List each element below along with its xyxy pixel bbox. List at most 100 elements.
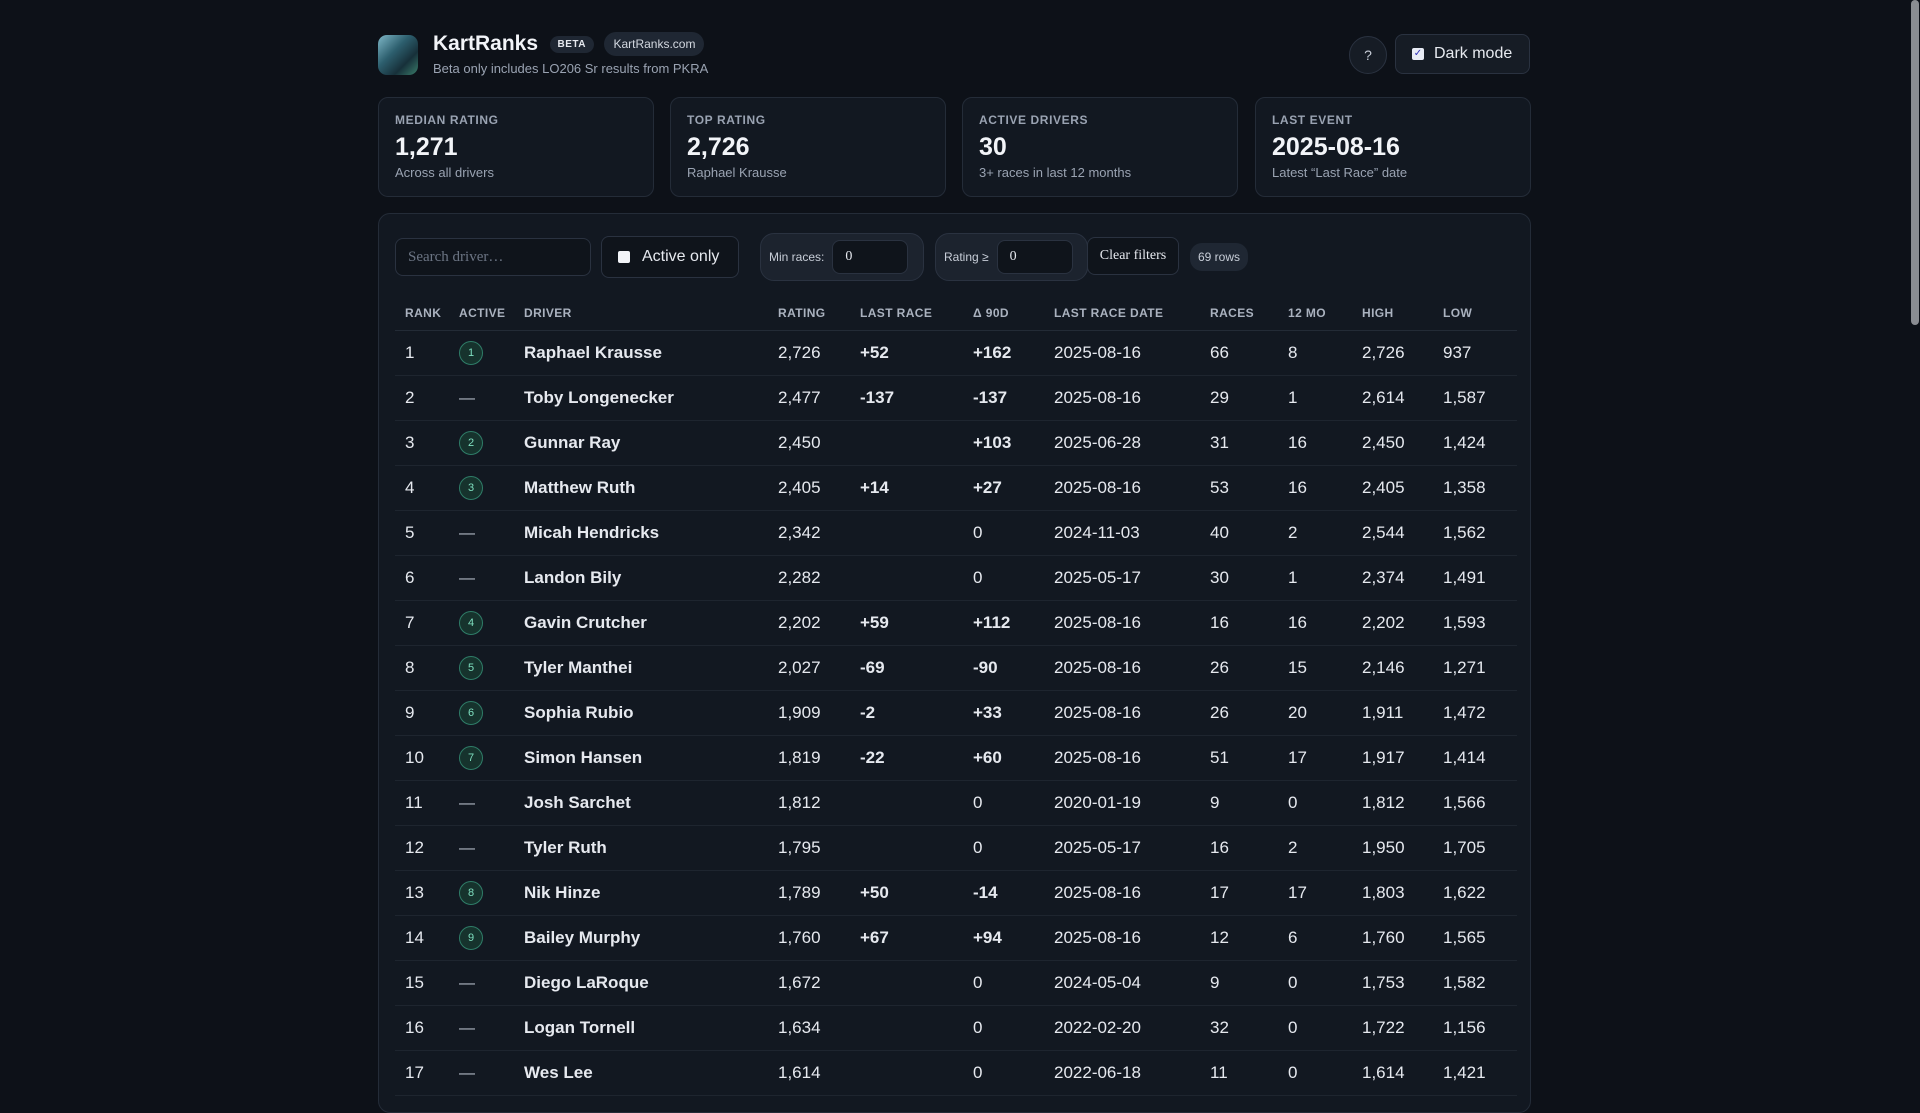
table-row[interactable]: 8 5 Tyler Manthei 2,027 -69 -90 2025-08-16 26 15…	[395, 645, 1517, 691]
cell-driver[interactable]: Diego LaRoque	[514, 960, 768, 1006]
cell-last-race: -137	[850, 375, 963, 421]
cell-last-race	[850, 555, 963, 601]
cell-races: 11	[1200, 1050, 1278, 1096]
cell-driver[interactable]: Toby Longenecker	[514, 375, 768, 421]
table-row[interactable]: 6 — Landon Bily 2,282 0 2025-05-17 30 1 2,374 1,4…	[395, 555, 1517, 601]
cell-rating: 2,027	[768, 645, 850, 691]
cell-delta-90d: +60	[963, 735, 1044, 781]
cell-driver[interactable]: Nik Hinze	[514, 870, 768, 916]
table-row[interactable]: 11— Josh Sarchet 1,812 0 2020-01-19 9 0 1,812 1,…	[395, 780, 1517, 826]
cell-driver[interactable]: Bailey Murphy	[514, 915, 768, 961]
cell-active: 2	[449, 420, 514, 466]
cell-driver[interactable]: Raphael Krausse	[514, 330, 768, 376]
cell-races: 16	[1200, 825, 1278, 871]
inactive-dash: —	[459, 795, 475, 812]
table-row[interactable]: 3 2 Gunnar Ray 2,450 +103 2025-06-28 31 16 2,450…	[395, 420, 1517, 466]
rankings-table: RANK ACTIVE DRIVER RATING LAST RACE Δ 90…	[395, 296, 1517, 1096]
cell-delta-90d: 0	[963, 780, 1044, 826]
cell-driver[interactable]: Tyler Manthei	[514, 645, 768, 691]
cell-driver[interactable]: Josh Sarchet	[514, 780, 768, 826]
active-rank-badge: 2	[459, 431, 483, 455]
table-row[interactable]: 14 9 Bailey Murphy 1,760 +67 +94 2025-08-16 12 6…	[395, 915, 1517, 961]
cell-rank: 6	[395, 555, 449, 601]
dark-mode-checkbox[interactable]: ✓	[1412, 48, 1424, 60]
dark-mode-toggle[interactable]: ✓ Dark mode	[1395, 34, 1530, 74]
active-only-toggle[interactable]: Active only	[601, 236, 739, 278]
col-header-delta-90d[interactable]: Δ 90D	[963, 296, 1044, 331]
cell-last-race: -69	[850, 645, 963, 691]
col-header-last-race[interactable]: LAST RACE	[850, 296, 963, 331]
cell-races: 66	[1200, 330, 1278, 376]
active-only-checkbox[interactable]	[618, 251, 630, 263]
cell-12mo: 8	[1278, 330, 1352, 376]
table-row[interactable]: 1 1 Raphael Krausse 2,726 +52 +162 2025-08-16 6…	[395, 330, 1517, 376]
min-races-input[interactable]: 0	[832, 240, 909, 274]
cell-active: —	[449, 1005, 514, 1051]
table-row[interactable]: 12 — Tyler Ruth 1,795 0 2025-05-17 16 2 1,950 1,7…	[395, 825, 1517, 871]
page-scrollbar[interactable]	[1909, 0, 1920, 1080]
cell-rating: 2,726	[768, 330, 850, 376]
cell-driver[interactable]: Sophia Rubio	[514, 690, 768, 736]
cell-rank: 1	[395, 330, 449, 376]
cell-driver[interactable]: Simon Hansen	[514, 735, 768, 781]
cell-driver[interactable]: Gavin Crutcher	[514, 600, 768, 646]
clear-filters-button[interactable]: Clear filters	[1087, 237, 1179, 275]
cell-12mo: 15	[1278, 645, 1352, 691]
cell-rating: 1,614	[768, 1050, 850, 1096]
table-row[interactable]: 16— Logan Tornell 1,634 0 2022-02-20 32 0 1,722…	[395, 1005, 1517, 1051]
col-header-races[interactable]: RACES	[1200, 296, 1278, 331]
cell-active: —	[449, 1050, 514, 1096]
col-header-high[interactable]: HIGH	[1352, 296, 1433, 331]
stat-value: 2,726	[687, 133, 750, 161]
table-row[interactable]: 5 — Micah Hendricks 2,342 0 2024-11-03 40 2 2,54…	[395, 510, 1517, 556]
col-header-12mo[interactable]: 12 MO	[1278, 296, 1352, 331]
site-link-badge[interactable]: KartRanks.com	[604, 32, 705, 56]
col-header-rating[interactable]: RATING	[768, 296, 850, 331]
table-row[interactable]: 2— Toby Longenecker 2,477 -137 -137 2025-08-1…	[395, 375, 1517, 421]
scrollbar-thumb[interactable]	[1911, 0, 1919, 325]
cell-rating: 2,405	[768, 465, 850, 511]
search-input[interactable]	[395, 238, 591, 276]
cell-last-race-date: 2025-08-16	[1044, 735, 1200, 781]
min-races-filter: Min races: 0	[760, 233, 924, 281]
help-button[interactable]: ?	[1349, 36, 1387, 74]
cell-driver[interactable]: Wes Lee	[514, 1050, 768, 1096]
col-header-rank[interactable]: RANK	[395, 296, 449, 331]
cell-high: 2,405	[1352, 465, 1433, 511]
cell-driver[interactable]: Micah Hendricks	[514, 510, 768, 556]
cell-active: 8	[449, 870, 514, 916]
cell-driver[interactable]: Matthew Ruth	[514, 465, 768, 511]
col-header-driver[interactable]: DRIVER	[514, 296, 768, 331]
cell-driver[interactable]: Gunnar Ray	[514, 420, 768, 466]
cell-rating: 1,672	[768, 960, 850, 1006]
col-header-last-race-date[interactable]: LAST RACE DATE	[1044, 296, 1200, 331]
cell-rating: 2,202	[768, 600, 850, 646]
cell-last-race-date: 2024-05-04	[1044, 960, 1200, 1006]
cell-driver[interactable]: Logan Tornell	[514, 1005, 768, 1051]
cell-last-race	[850, 825, 963, 871]
cell-last-race-date: 2025-08-16	[1044, 600, 1200, 646]
table-row[interactable]: 17— Wes Lee 1,614 0 2022-06-18 11 0 1,614 1,421	[395, 1050, 1517, 1096]
table-row[interactable]: 10 7 Simon Hansen 1,819 -22 +60 2025-08-16 51 17…	[395, 735, 1517, 781]
table-row[interactable]: 15— Diego LaRoque 1,672 0 2024-05-04 9 0 1,753 1…	[395, 960, 1517, 1006]
stat-card-active-drivers: ACTIVE DRIVERS 30 3+ races in last 12 mo…	[962, 97, 1238, 197]
rating-min-input[interactable]: 0	[996, 240, 1073, 274]
table-row[interactable]: 4 3 Matthew Ruth 2,405 +14 +27 2025-08-16 53 16 2…	[395, 465, 1517, 511]
cell-races: 31	[1200, 420, 1278, 466]
cell-driver[interactable]: Landon Bily	[514, 555, 768, 601]
cell-12mo: 6	[1278, 915, 1352, 961]
question-icon: ?	[1364, 47, 1372, 63]
stat-label: MEDIAN RATING	[395, 113, 499, 127]
cell-driver[interactable]: Tyler Ruth	[514, 825, 768, 871]
stat-value: 1,271	[395, 133, 458, 161]
cell-races: 9	[1200, 780, 1278, 826]
active-only-label: Active only	[642, 248, 720, 265]
col-header-active[interactable]: ACTIVE	[449, 296, 514, 331]
table-row[interactable]: 9 6 Sophia Rubio 1,909 -2 +33 2025-08-16 26 20 1,…	[395, 690, 1517, 736]
cell-delta-90d: +103	[963, 420, 1044, 466]
table-row[interactable]: 7 4 Gavin Crutcher 2,202 +59 +112 2025-08-16 16…	[395, 600, 1517, 646]
cell-delta-90d: -137	[963, 375, 1044, 421]
table-row[interactable]: 13 8 Nik Hinze 1,789 +50 -14 2025-08-16 17 17 1,8…	[395, 870, 1517, 916]
col-header-low[interactable]: LOW	[1433, 296, 1517, 331]
cell-rating: 2,450	[768, 420, 850, 466]
